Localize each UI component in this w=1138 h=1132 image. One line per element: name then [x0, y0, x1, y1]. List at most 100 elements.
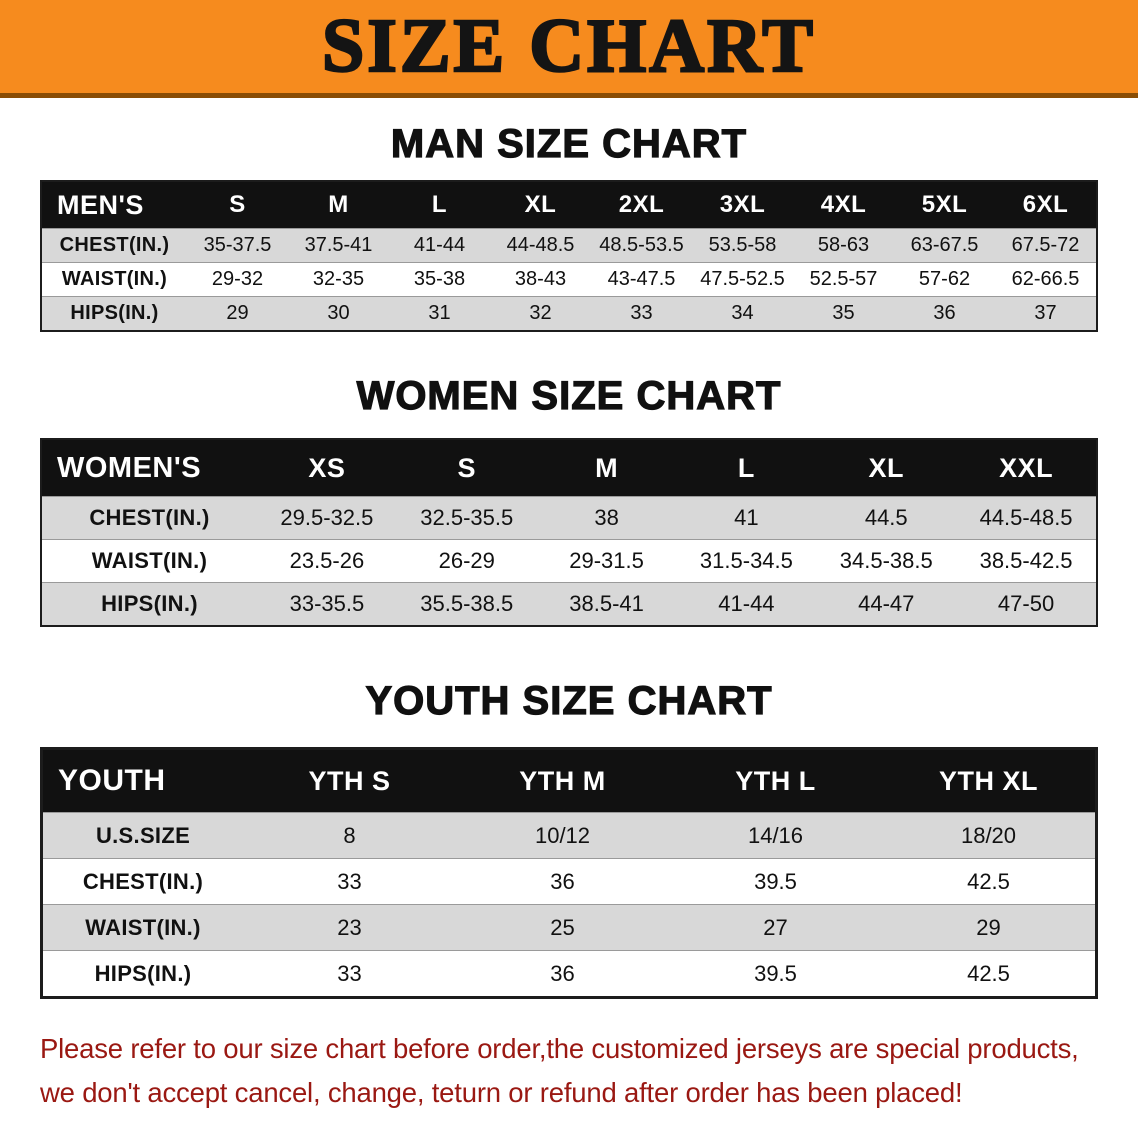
table-cell: 37.5-41 — [304, 234, 373, 256]
disclaimer-line-1: Please refer to our size chart before or… — [40, 1033, 1079, 1064]
row-label: CHEST(IN.) — [82, 868, 204, 894]
disclaimer-line-2: we don't accept cancel, change, teturn o… — [40, 1077, 963, 1108]
table-cell: 10/12 — [534, 822, 591, 848]
table-cell: 29-32 — [211, 268, 264, 290]
youth-size-table: YOUTH YTH S YTH M YTH L YTH XL U.S.SIZE 8 10/12… — [40, 747, 1098, 999]
column-header: XS — [308, 452, 346, 483]
column-header: XXL — [999, 452, 1054, 483]
table-cell: 36 — [550, 868, 575, 894]
men-size-table: MEN'S S M L XL 2XL 3XL 4XL 5XL 6XL CHEST(IN.) 35-37… — [40, 180, 1098, 332]
table-cell: 62-66.5 — [1011, 268, 1080, 290]
table-cell: 23 — [337, 914, 362, 940]
table-cell: 32.5-35.5 — [420, 505, 514, 530]
table-cell: 8 — [343, 822, 356, 848]
table-cell: 36 — [933, 302, 956, 324]
table-cell: 58-63 — [817, 234, 870, 256]
men-section-title: MAN SIZE CHART — [390, 122, 748, 166]
table-cell: 33 — [630, 302, 653, 324]
table-row: WAIST(IN.) 23 25 27 29 — [43, 904, 1095, 950]
table-row: CHEST(IN.) 29.5-32.5 32.5-35.5 38 41 44.5 44.5… — [42, 496, 1096, 539]
table-row: HIPS(IN.) 29 30 31 32 33 34 35 36 37 — [42, 296, 1096, 330]
column-header: YTH L — [735, 765, 816, 796]
table-cell: 63-67.5 — [910, 234, 979, 256]
row-label: WAIST(IN.) — [91, 548, 208, 573]
table-cell: 23.5-26 — [289, 548, 365, 573]
table-cell: 30 — [327, 302, 350, 324]
table-cell: 29 — [976, 914, 1001, 940]
table-cell: 38 — [594, 505, 619, 530]
column-header: 4XL — [820, 191, 867, 218]
column-header: 3XL — [719, 191, 766, 218]
table-cell: 36 — [550, 960, 575, 986]
table-row: CHEST(IN.) 35-37.5 37.5-41 41-44 44-48.5 48.5… — [42, 228, 1096, 262]
table-cell: 25 — [550, 914, 575, 940]
table-cell: 39.5 — [754, 960, 797, 986]
table-cell: 52.5-57 — [809, 268, 878, 290]
table-cell: 27 — [763, 914, 788, 940]
table-cell: 43-47.5 — [607, 268, 676, 290]
row-label: HIPS(IN.) — [101, 591, 198, 616]
women-section-title: WOMEN SIZE CHART — [356, 374, 782, 418]
table-cell: 47.5-52.5 — [700, 268, 785, 290]
youth-size-chart-section: YOUTH SIZE CHART YOUTH YTH S YTH M YTH L YTH… — [0, 679, 1138, 999]
row-label: HIPS(IN.) — [70, 302, 159, 324]
table-cell: 34 — [731, 302, 754, 324]
banner-title: SIZE CHART — [321, 3, 816, 90]
men-size-chart-section: MAN SIZE CHART MEN'S S M L XL 2XL 3XL 4XL 5XL 6XL… — [0, 122, 1138, 332]
table-cell: 42.5 — [967, 960, 1010, 986]
table-cell: 53.5-58 — [708, 234, 777, 256]
row-label: WAIST(IN.) — [85, 914, 201, 940]
table-corner-label: WOMEN'S — [57, 451, 202, 484]
table-header-row: MEN'S S M L XL 2XL 3XL 4XL 5XL 6XL — [42, 182, 1096, 228]
table-cell: 35 — [832, 302, 855, 324]
table-row: WAIST(IN.) 29-32 32-35 35-38 38-43 43-47.5 47.… — [42, 262, 1096, 296]
table-header-row: WOMEN'S XS S M L XL XXL — [42, 440, 1096, 496]
disclaimer-note: Please refer to our size chart before or… — [40, 1027, 1138, 1115]
table-cell: 57-62 — [918, 268, 971, 290]
table-cell: 38-43 — [514, 268, 567, 290]
table-cell: 33-35.5 — [289, 591, 365, 616]
row-label: CHEST(IN.) — [89, 505, 210, 530]
table-cell: 18/20 — [960, 822, 1017, 848]
table-cell: 35-38 — [413, 268, 466, 290]
women-size-chart-section: WOMEN SIZE CHART WOMEN'S XS S M L XL XXL CHEST(… — [0, 374, 1138, 627]
table-cell: 31.5-34.5 — [699, 548, 793, 573]
table-cell: 35.5-38.5 — [420, 591, 514, 616]
table-cell: 32-35 — [312, 268, 365, 290]
column-header: YTH S — [308, 765, 391, 796]
table-cell: 44.5 — [864, 505, 908, 530]
table-cell: 47-50 — [997, 591, 1055, 616]
column-header: S — [229, 191, 246, 218]
column-header: 6XL — [1022, 191, 1069, 218]
column-header: 2XL — [618, 191, 665, 218]
table-row: HIPS(IN.) 33 36 39.5 42.5 — [43, 950, 1095, 996]
table-row: CHEST(IN.) 33 36 39.5 42.5 — [43, 858, 1095, 904]
table-row: HIPS(IN.) 33-35.5 35.5-38.5 38.5-41 41-44 44-… — [42, 582, 1096, 625]
table-cell: 44.5-48.5 — [979, 505, 1073, 530]
table-cell: 35-37.5 — [203, 234, 272, 256]
table-cell: 42.5 — [967, 868, 1010, 894]
table-cell: 67.5-72 — [1011, 234, 1080, 256]
column-header: L — [431, 191, 448, 218]
table-cell: 48.5-53.5 — [599, 234, 684, 256]
table-header-row: YOUTH YTH S YTH M YTH L YTH XL — [43, 750, 1095, 812]
column-header: XL — [524, 191, 557, 218]
table-cell: 34.5-38.5 — [839, 548, 933, 573]
youth-section-title: YOUTH SIZE CHART — [365, 679, 773, 723]
table-cell: 44-48.5 — [506, 234, 575, 256]
column-header: M — [328, 191, 349, 218]
table-row: WAIST(IN.) 23.5-26 26-29 29-31.5 31.5-34.5 34… — [42, 539, 1096, 582]
column-header: L — [737, 452, 755, 483]
table-corner-label: MEN'S — [57, 189, 144, 220]
table-cell: 37 — [1034, 302, 1057, 324]
size-chart-banner: SIZE CHART — [0, 0, 1138, 98]
table-corner-label: YOUTH — [58, 764, 166, 797]
column-header: XL — [868, 452, 904, 483]
table-cell: 33 — [337, 868, 362, 894]
table-cell: 41-44 — [413, 234, 466, 256]
table-cell: 41 — [734, 505, 759, 530]
table-cell: 33 — [337, 960, 362, 986]
table-cell: 29 — [226, 302, 249, 324]
table-cell: 39.5 — [754, 868, 797, 894]
table-row: U.S.SIZE 8 10/12 14/16 18/20 — [43, 812, 1095, 858]
